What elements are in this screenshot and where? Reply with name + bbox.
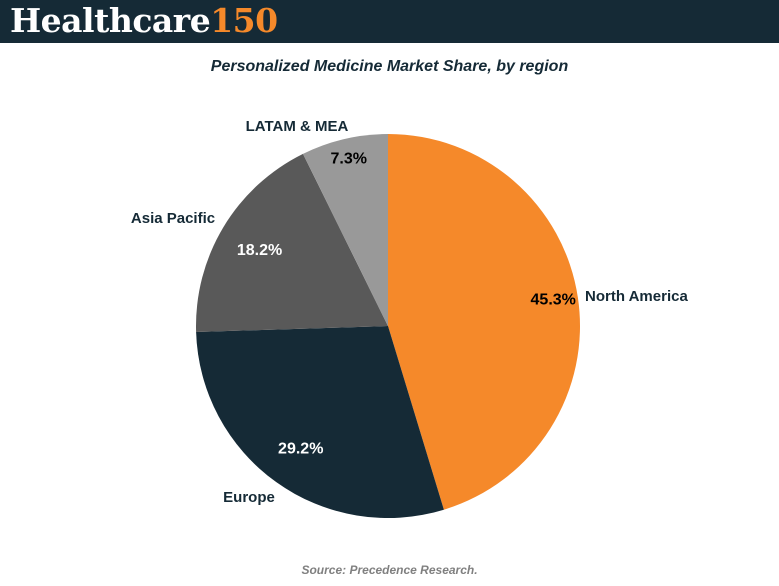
category-label-europe: Europe (223, 489, 275, 506)
logo-number: 150 (210, 1, 278, 40)
value-label-north-america: 45.3% (531, 291, 576, 308)
pie-slice-north-america (388, 134, 580, 510)
source-note: Source: Precedence Research. (301, 563, 478, 577)
category-label-asia-pacific: Asia Pacific (131, 210, 215, 227)
pie-slice-latam-and-mea (302, 134, 388, 326)
pie-slice-europe (196, 326, 444, 518)
healthcare150-logo: Healthcare150 (10, 1, 278, 41)
category-label-latam-and-mea: LATAM & MEA (246, 118, 349, 135)
chart-title: Personalized Medicine Market Share, by r… (210, 58, 569, 75)
logo-word: Healthcare (10, 1, 211, 40)
category-label-north-america: North America (585, 288, 688, 305)
header-banner: Healthcare150 (0, 0, 779, 43)
value-label-asia-pacific: 18.2% (237, 242, 282, 259)
value-label-europe: 29.2% (278, 441, 323, 458)
value-label-latam-and-mea: 7.3% (330, 151, 366, 168)
pie-slice-asia-pacific (196, 153, 388, 333)
